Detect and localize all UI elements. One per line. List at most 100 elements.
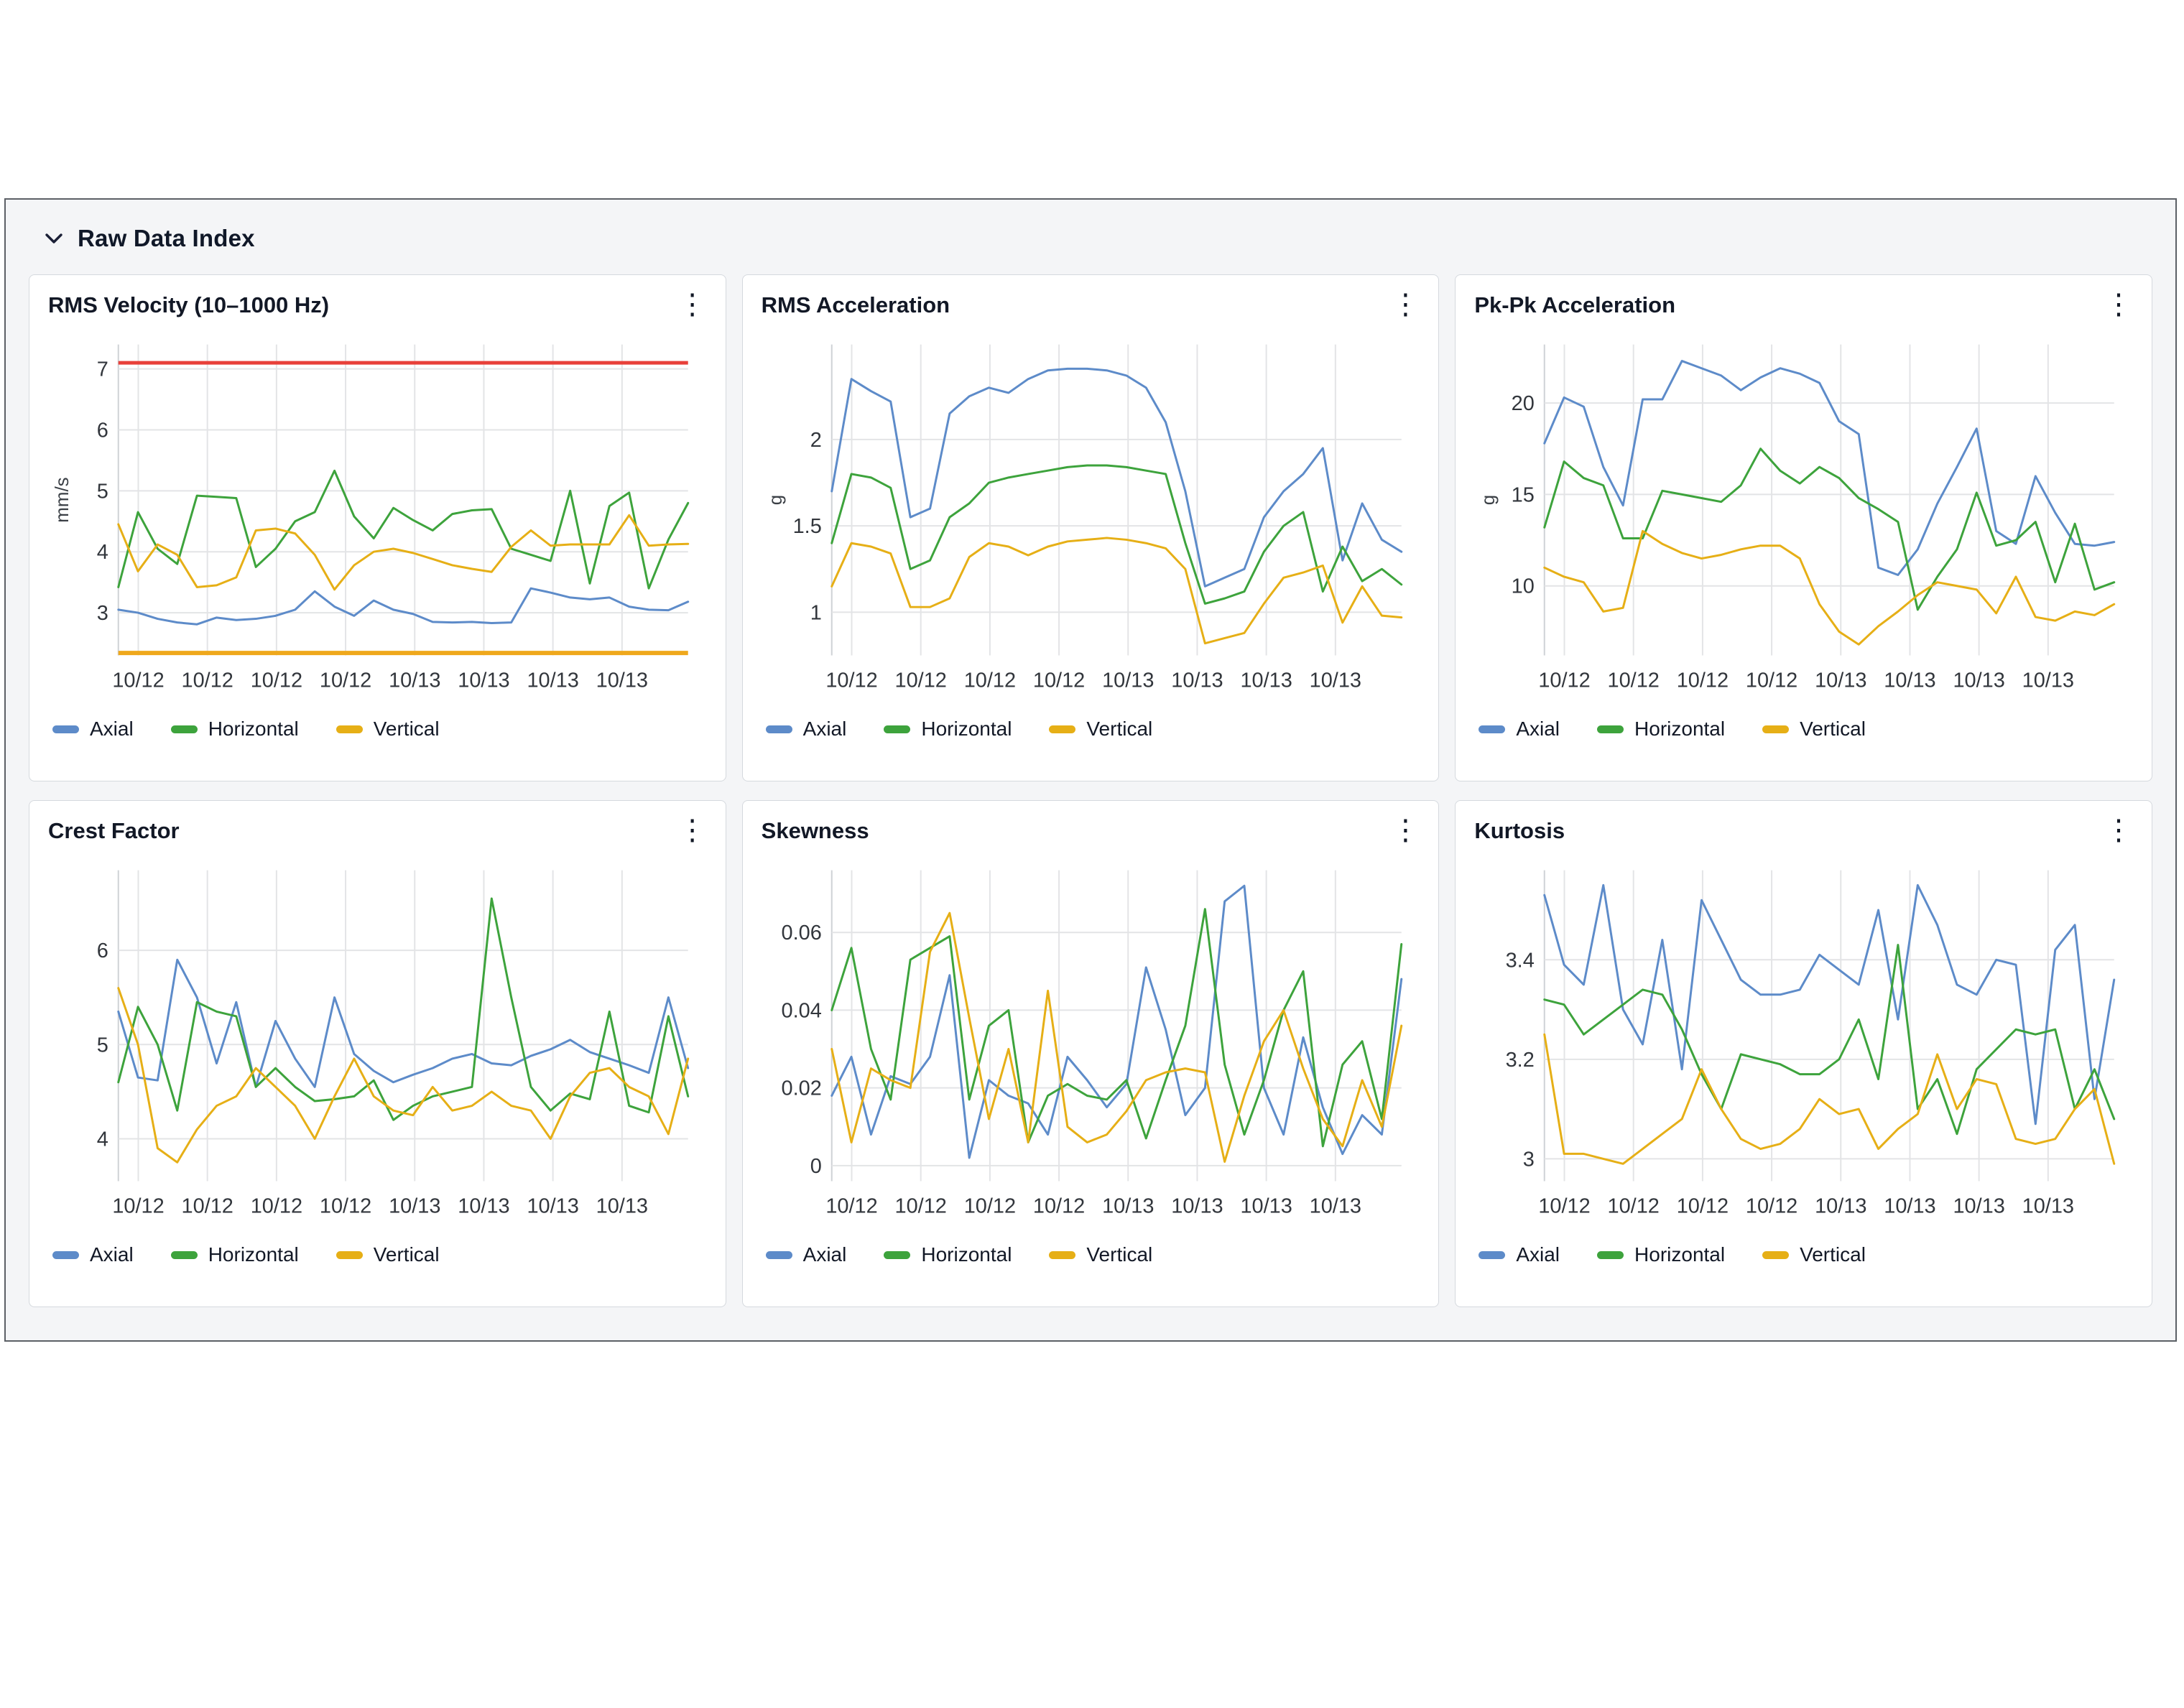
legend-label: Axial [802, 718, 847, 740]
chart-title: Pk-Pk Acceleration [1474, 292, 1676, 317]
svg-text:10: 10 [1512, 575, 1535, 598]
svg-text:10/13: 10/13 [1102, 1194, 1154, 1217]
legend-item-horizontal[interactable]: Horizontal [170, 1243, 299, 1266]
legend-item-vertical[interactable]: Vertical [1762, 718, 1866, 741]
svg-text:10/13: 10/13 [527, 669, 578, 692]
axial-series-swatch [52, 1250, 79, 1259]
svg-text:10/12: 10/12 [1033, 669, 1085, 692]
svg-text:1: 1 [810, 601, 821, 624]
legend-item-vertical[interactable]: Vertical [336, 718, 440, 741]
svg-text:10/13: 10/13 [1884, 669, 1936, 692]
legend-item-axial[interactable]: Axial [52, 718, 134, 741]
svg-text:10/12: 10/12 [1033, 1194, 1085, 1217]
svg-text:10/12: 10/12 [320, 669, 371, 692]
legend-item-vertical[interactable]: Vertical [1049, 1243, 1152, 1266]
svg-text:5: 5 [97, 1034, 108, 1057]
vertical-series-swatch [336, 725, 363, 733]
legend-label: Axial [90, 1243, 134, 1266]
svg-text:10/13: 10/13 [389, 1194, 440, 1217]
kebab-menu-icon[interactable]: ⋮ [2104, 289, 2133, 320]
panel-title: Raw Data Index [78, 225, 255, 251]
svg-text:0.06: 0.06 [781, 922, 821, 944]
legend-item-axial[interactable]: Axial [765, 718, 847, 741]
svg-text:10/13: 10/13 [1815, 1194, 1866, 1217]
legend-item-axial[interactable]: Axial [52, 1243, 134, 1266]
svg-text:g: g [766, 495, 786, 505]
legend-item-horizontal[interactable]: Horizontal [170, 718, 299, 741]
line-chart-canvas[interactable]: 10/12 10/12 10/12 10/12 10/13 10/13 10/13 10/13… [48, 858, 707, 1232]
axial-series-swatch [1479, 1250, 1506, 1259]
svg-text:10/12: 10/12 [251, 669, 302, 692]
chevron-down-icon[interactable] [45, 233, 63, 244]
kebab-menu-icon[interactable]: ⋮ [2104, 814, 2133, 846]
legend-item-vertical[interactable]: Vertical [1762, 1243, 1866, 1266]
kebab-menu-icon[interactable]: ⋮ [677, 289, 707, 320]
svg-text:10/13: 10/13 [1309, 1194, 1361, 1217]
svg-text:10/12: 10/12 [1539, 669, 1591, 692]
horizontal-series-swatch [884, 725, 911, 733]
svg-text:10/13: 10/13 [1953, 669, 2005, 692]
axial-series-swatch [765, 725, 792, 733]
vertical-series-swatch [1049, 725, 1076, 733]
svg-text:10/12: 10/12 [112, 669, 164, 692]
legend-item-axial[interactable]: Axial [1479, 1243, 1560, 1266]
chart-title: Crest Factor [48, 818, 180, 843]
svg-text:4: 4 [97, 1128, 108, 1151]
svg-text:10/13: 10/13 [1171, 1194, 1223, 1217]
svg-text:10/12: 10/12 [1746, 669, 1797, 692]
svg-text:10/13: 10/13 [2022, 1194, 2074, 1217]
chart-legend: Axial Horizontal Vertical [1479, 1243, 2133, 1266]
kebab-menu-icon[interactable]: ⋮ [1391, 289, 1420, 320]
kebab-menu-icon[interactable]: ⋮ [677, 814, 707, 846]
chart-legend: Axial Horizontal Vertical [765, 1243, 1420, 1266]
svg-text:10/13: 10/13 [1171, 669, 1223, 692]
chart-legend: Axial Horizontal Vertical [1479, 718, 2133, 741]
kebab-menu-icon[interactable]: ⋮ [1391, 814, 1420, 846]
chart-title: Kurtosis [1474, 818, 1565, 843]
chart-title: RMS Velocity (10–1000 Hz) [48, 292, 330, 317]
legend-label: Vertical [373, 1243, 440, 1266]
chart-legend: Axial Horizontal Vertical [52, 718, 707, 741]
svg-text:10/13: 10/13 [596, 669, 648, 692]
svg-text:10/13: 10/13 [1102, 669, 1154, 692]
legend-label: Axial [90, 718, 134, 740]
vertical-series-swatch [1762, 725, 1790, 733]
legend-item-axial[interactable]: Axial [765, 1243, 846, 1266]
svg-text:10/13: 10/13 [527, 1194, 578, 1217]
legend-label: Vertical [1086, 1243, 1153, 1266]
svg-text:10/12: 10/12 [182, 1194, 233, 1217]
legend-item-horizontal[interactable]: Horizontal [884, 1243, 1012, 1266]
line-chart-canvas[interactable]: 10/12 10/12 10/12 10/12 10/13 10/13 10/13 10/13… [48, 333, 707, 706]
svg-text:10/12: 10/12 [1677, 1194, 1729, 1217]
svg-text:5: 5 [97, 480, 108, 503]
svg-text:10/12: 10/12 [320, 1194, 371, 1217]
line-chart-canvas[interactable]: 10/12 10/12 10/12 10/12 10/13 10/13 10/13 10/13… [1474, 858, 2133, 1232]
line-chart-canvas[interactable]: 10/12 10/12 10/12 10/12 10/13 10/13 10/13 10/13… [762, 333, 1420, 706]
svg-text:10/13: 10/13 [1240, 1194, 1292, 1217]
svg-text:10/13: 10/13 [458, 669, 509, 692]
legend-item-vertical[interactable]: Vertical [336, 1243, 440, 1266]
vertical-series-swatch [336, 1250, 363, 1259]
line-chart-canvas[interactable]: 10/12 10/12 10/12 10/12 10/13 10/13 10/13 10/13… [762, 858, 1420, 1232]
line-chart-canvas[interactable]: 10/12 10/12 10/12 10/12 10/13 10/13 10/13 10/13… [1474, 333, 2133, 706]
svg-text:3.4: 3.4 [1506, 949, 1535, 972]
chart-card-rms-acceleration: RMS Acceleration ⋮ 10/12 10/12 10/12 10/12 1… [741, 274, 1440, 781]
svg-text:3: 3 [1523, 1148, 1535, 1171]
legend-label: Horizontal [208, 1243, 299, 1266]
legend-item-axial[interactable]: Axial [1479, 718, 1560, 741]
svg-text:10/13: 10/13 [2022, 669, 2074, 692]
svg-text:1.5: 1.5 [792, 515, 821, 538]
legend-label: Vertical [373, 718, 440, 740]
legend-label: Horizontal [1634, 1243, 1726, 1266]
chart-legend: Axial Horizontal Vertical [765, 718, 1420, 741]
legend-item-horizontal[interactable]: Horizontal [1597, 718, 1725, 741]
chart-legend: Axial Horizontal Vertical [52, 1243, 707, 1266]
svg-text:10/12: 10/12 [1608, 669, 1660, 692]
raw-data-index-panel: Raw Data Index RMS Velocity (10–1000 Hz)… [4, 198, 2177, 1342]
legend-item-horizontal[interactable]: Horizontal [884, 718, 1012, 741]
svg-text:10/12: 10/12 [963, 1194, 1015, 1217]
legend-item-vertical[interactable]: Vertical [1049, 718, 1152, 741]
svg-text:10/12: 10/12 [825, 669, 877, 692]
legend-item-horizontal[interactable]: Horizontal [1597, 1243, 1725, 1266]
chart-card-pkpk-acceleration: Pk-Pk Acceleration ⋮ 10/12 10/12 10/12 10/1… [1455, 274, 2152, 781]
